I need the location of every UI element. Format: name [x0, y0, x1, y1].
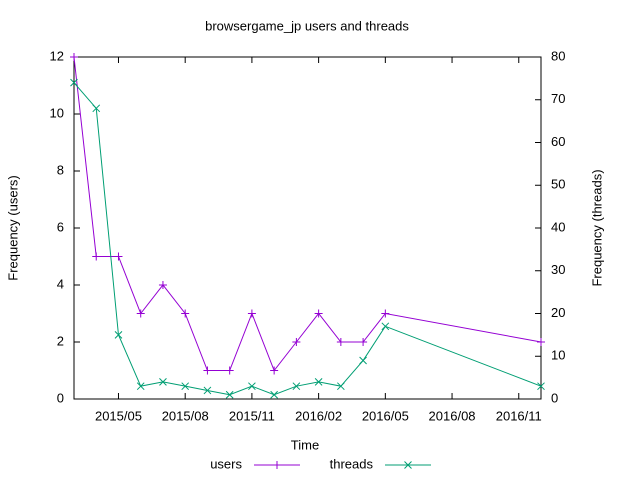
legend-label: threads: [330, 456, 374, 471]
y-tick-label: 12: [50, 48, 64, 63]
y2-tick-label: 70: [551, 91, 565, 106]
point: [92, 252, 101, 261]
point: [537, 338, 545, 346]
x-tick-label: 2016/11: [496, 408, 542, 423]
point: [314, 378, 323, 386]
y2-tick-label: 60: [551, 134, 565, 149]
point: [292, 382, 301, 391]
point: [70, 53, 78, 61]
y2-tick-label: 0: [551, 390, 558, 405]
point: [270, 366, 279, 375]
point: [314, 309, 323, 318]
y2-tick-label: 80: [551, 48, 565, 63]
chart-title: browsergame_jp users and threads: [205, 18, 409, 33]
point: [359, 338, 368, 346]
plot-border: [73, 56, 542, 400]
point: [337, 382, 345, 391]
y-tick-label: 2: [57, 333, 64, 348]
legend-marker: [273, 461, 281, 469]
y-tick-label: 4: [57, 276, 64, 291]
y-tick-label: 0: [57, 390, 64, 405]
point: [203, 386, 212, 395]
point: [114, 252, 123, 261]
y2-tick-label: 10: [551, 348, 565, 363]
point: [159, 378, 167, 386]
point: [381, 309, 390, 318]
point: [114, 331, 123, 339]
y2-axis-label: Frequency (threads): [589, 169, 604, 286]
legend-marker: [404, 461, 412, 469]
x-tick-label: 2015/05: [95, 408, 142, 423]
y2-tick-label: 40: [551, 219, 565, 234]
y2-tick-label: 20: [551, 305, 565, 320]
point: [203, 366, 212, 375]
y2-tick-label: 30: [551, 262, 565, 277]
x-tick-label: 2016/08: [429, 408, 476, 423]
point: [181, 382, 190, 391]
point: [270, 390, 278, 399]
point: [248, 382, 256, 391]
point: [225, 366, 234, 375]
point: [136, 309, 145, 318]
point: [136, 382, 145, 391]
point: [247, 309, 256, 318]
point: [359, 356, 367, 365]
series-line: [73, 82, 542, 396]
point: [292, 338, 301, 346]
x-axis-label: Time: [291, 437, 319, 452]
point: [158, 281, 167, 289]
point: [336, 338, 345, 346]
x-tick-label: 2016/05: [362, 408, 409, 423]
x-tick-label: 2015/11: [229, 408, 275, 423]
y-axis-label: Frequency (users): [5, 175, 20, 280]
point: [381, 322, 390, 331]
point: [537, 382, 545, 391]
x-tick-label: 2016/02: [295, 408, 342, 423]
point: [70, 78, 78, 87]
y-tick-label: 10: [50, 105, 64, 120]
y-tick-label: 6: [57, 219, 64, 234]
point: [92, 104, 101, 113]
point: [225, 390, 234, 399]
series-line: [73, 56, 542, 372]
y-tick-label: 8: [57, 162, 64, 177]
x-tick-label: 2015/08: [162, 408, 209, 423]
point: [181, 309, 190, 318]
legend-label: users: [210, 456, 242, 471]
y2-tick-label: 50: [551, 177, 565, 192]
